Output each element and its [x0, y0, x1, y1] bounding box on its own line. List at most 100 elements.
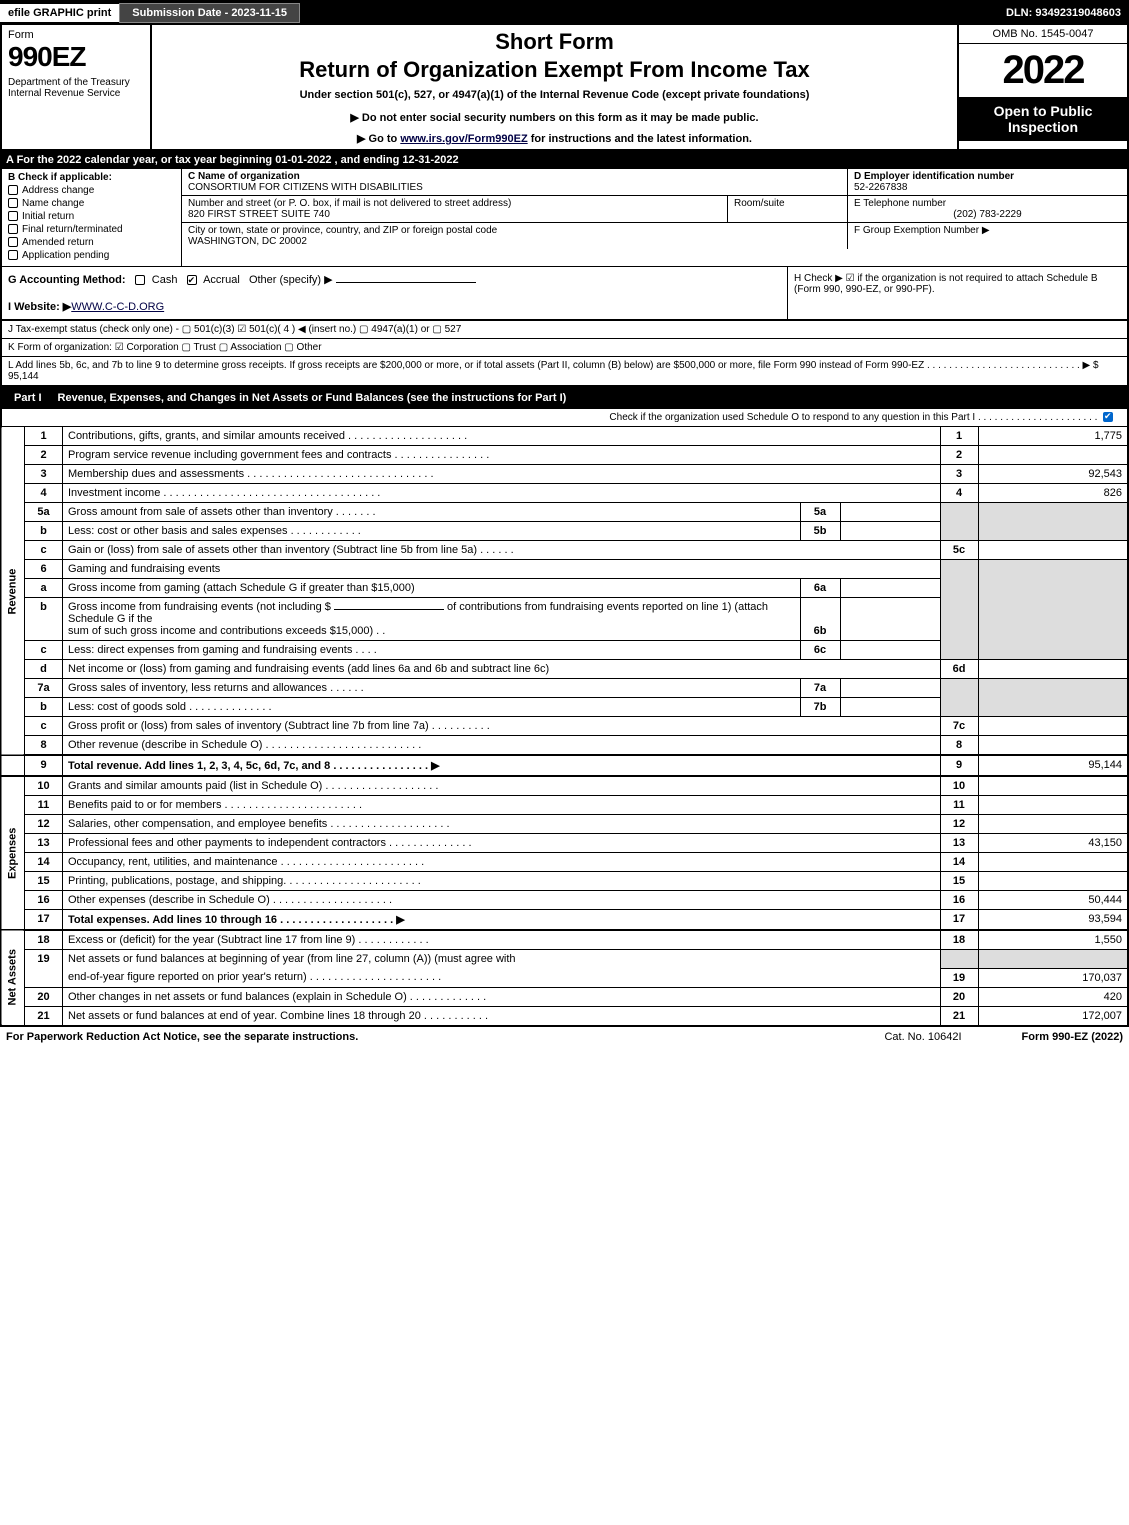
- chk-amended-return-label: Amended return: [22, 237, 94, 248]
- line-18-rt: 18: [940, 930, 978, 950]
- part-i-label: Part I: [6, 390, 50, 406]
- chk-address-change-label: Address change: [22, 185, 94, 196]
- line-5c-desc: Gain or (loss) from sale of assets other…: [63, 541, 941, 560]
- line-9-val: 95,144: [978, 755, 1128, 776]
- chk-cash[interactable]: [135, 275, 145, 285]
- line-15-num: 15: [25, 872, 63, 891]
- chk-final-return[interactable]: [8, 224, 18, 234]
- main-title: Return of Organization Exempt From Incom…: [160, 57, 949, 83]
- line-10-rt: 10: [940, 776, 978, 796]
- line-11-val: [978, 796, 1128, 815]
- line-18-desc: Excess or (deficit) for the year (Subtra…: [63, 930, 941, 950]
- line-4-rt: 4: [940, 484, 978, 503]
- chk-application-pending[interactable]: [8, 250, 18, 260]
- row-l-text: L Add lines 5b, 6c, and 7b to line 9 to …: [8, 360, 1099, 371]
- line-5b-desc: Less: cost or other basis and sales expe…: [63, 522, 801, 541]
- line-11-rt: 11: [940, 796, 978, 815]
- line-7c-val: [978, 717, 1128, 736]
- line-8-desc: Other revenue (describe in Schedule O) .…: [63, 736, 941, 756]
- ein-value: 52-2267838: [854, 182, 907, 193]
- line-19-shade: [940, 950, 978, 969]
- line-21-rt: 21: [940, 1006, 978, 1026]
- line-6b-blank[interactable]: [334, 609, 444, 610]
- line-6b-subval: [840, 598, 940, 641]
- line-1-rt: 1: [940, 427, 978, 446]
- line-20-val: 420: [978, 987, 1128, 1006]
- line-7c-desc: Gross profit or (loss) from sales of inv…: [63, 717, 941, 736]
- line-15-desc: Printing, publications, postage, and shi…: [63, 872, 941, 891]
- header-right: OMB No. 1545-0047 2022 Open to Public In…: [957, 25, 1127, 149]
- line-7a-sub: 7a: [800, 679, 840, 698]
- chk-schedule-o[interactable]: [1103, 412, 1113, 422]
- org-name-label: C Name of organization: [188, 171, 300, 182]
- line-19-num: 19: [25, 950, 63, 988]
- form-header: Form 990EZ Department of the Treasury In…: [0, 25, 1129, 151]
- org-address: 820 FIRST STREET SUITE 740: [188, 209, 330, 220]
- paperwork-notice: For Paperwork Reduction Act Notice, see …: [6, 1031, 358, 1043]
- line-19-desc: Net assets or fund balances at beginning…: [63, 950, 941, 969]
- section-d: D Employer identification number 52-2267…: [847, 169, 1127, 195]
- line-7c-num: c: [25, 717, 63, 736]
- line-13-val: 43,150: [978, 834, 1128, 853]
- row-l: L Add lines 5b, 6c, and 7b to line 9 to …: [0, 357, 1129, 387]
- efile-print-label[interactable]: efile GRAPHIC print: [0, 4, 119, 22]
- irs-link[interactable]: www.irs.gov/Form990EZ: [400, 133, 527, 145]
- tax-year: 2022: [959, 44, 1127, 97]
- website-value[interactable]: WWW.C-C-D.ORG: [71, 301, 164, 313]
- line-6a-subval: [840, 579, 940, 598]
- line-2-desc: Program service revenue including govern…: [63, 446, 941, 465]
- chk-name-change[interactable]: [8, 198, 18, 208]
- chk-amended-return[interactable]: [8, 237, 18, 247]
- row-j: J Tax-exempt status (check only one) - ▢…: [0, 321, 1129, 339]
- group-exemption-label: F Group Exemption Number ▶: [854, 225, 990, 236]
- line-14-num: 14: [25, 853, 63, 872]
- part-i-header: Part I Revenue, Expenses, and Changes in…: [0, 387, 1129, 409]
- other-specify-line[interactable]: [336, 282, 476, 283]
- line-12-desc: Salaries, other compensation, and employ…: [63, 815, 941, 834]
- goto-pre: ▶ Go to: [357, 133, 400, 145]
- line-13-num: 13: [25, 834, 63, 853]
- subtitle: Under section 501(c), 527, or 4947(a)(1)…: [160, 89, 949, 101]
- chk-initial-return[interactable]: [8, 211, 18, 221]
- top-bar: efile GRAPHIC print Submission Date - 20…: [0, 0, 1129, 25]
- line-7a-num: 7a: [25, 679, 63, 698]
- row-gh: G Accounting Method: Cash Accrual Other …: [0, 267, 1129, 321]
- line-10-desc: Grants and similar amounts paid (list in…: [63, 776, 941, 796]
- form-word: Form: [8, 29, 144, 41]
- line-3-num: 3: [25, 465, 63, 484]
- cat-no: Cat. No. 10642I: [884, 1031, 961, 1043]
- org-city: WASHINGTON, DC 20002: [188, 236, 307, 247]
- phone-label: E Telephone number: [854, 198, 946, 209]
- chk-cash-label: Cash: [152, 274, 178, 286]
- line-4-val: 826: [978, 484, 1128, 503]
- line-1-desc: Contributions, gifts, grants, and simila…: [63, 427, 941, 446]
- chk-application-pending-label: Application pending: [22, 250, 109, 261]
- row-k: K Form of organization: ☑ Corporation ▢ …: [0, 339, 1129, 357]
- line-4-desc: Investment income . . . . . . . . . . . …: [63, 484, 941, 503]
- line-17-val: 93,594: [978, 910, 1128, 931]
- line-1-val: 1,775: [978, 427, 1128, 446]
- line-5ab-shade-val: [978, 503, 1128, 541]
- line-17-desc: Total expenses. Add lines 10 through 16 …: [63, 910, 941, 931]
- dln-label: DLN: 93492319048603: [1006, 7, 1129, 19]
- section-f: F Group Exemption Number ▶: [847, 223, 1127, 249]
- line-5b-subval: [840, 522, 940, 541]
- section-c-name: C Name of organization CONSORTIUM FOR CI…: [182, 169, 847, 195]
- chk-accrual[interactable]: [187, 275, 197, 285]
- line-17-num: 17: [25, 910, 63, 931]
- page-footer: For Paperwork Reduction Act Notice, see …: [0, 1027, 1129, 1047]
- section-b: B Check if applicable: Address change Na…: [2, 169, 182, 266]
- line-6c-subval: [840, 641, 940, 660]
- line-7ab-shade-val: [978, 679, 1128, 717]
- part-i-table: Revenue 1 Contributions, gifts, grants, …: [0, 426, 1129, 1027]
- line-2-num: 2: [25, 446, 63, 465]
- line-7b-desc: Less: cost of goods sold . . . . . . . .…: [63, 698, 801, 717]
- chk-address-change[interactable]: [8, 185, 18, 195]
- line-11-num: 11: [25, 796, 63, 815]
- line-6a-sub: 6a: [800, 579, 840, 598]
- line-8-val: [978, 736, 1128, 756]
- line-5ab-shade: [940, 503, 978, 541]
- dept-treasury: Department of the Treasury Internal Reve…: [8, 77, 144, 99]
- line-2-val: [978, 446, 1128, 465]
- line-6c-num: c: [25, 641, 63, 660]
